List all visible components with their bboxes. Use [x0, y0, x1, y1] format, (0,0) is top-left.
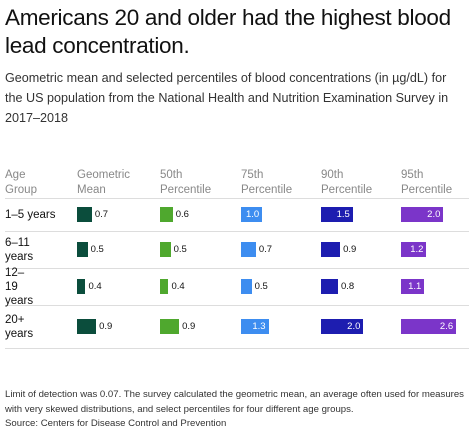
bar	[241, 207, 263, 222]
value-label: 0.5	[173, 244, 187, 255]
value-label: 0.4	[171, 281, 185, 292]
row-label: 20+ years	[5, 313, 34, 340]
value-label: 0.4	[88, 281, 102, 292]
value-label: 1.3	[252, 321, 266, 332]
bar	[160, 207, 173, 222]
value-label: 0.9	[182, 321, 196, 332]
column-header: 95th Percentile	[401, 169, 453, 196]
bar	[401, 319, 457, 334]
value-label: 0.9	[343, 244, 357, 255]
column-header: 50th Percentile	[160, 169, 212, 196]
bar	[77, 279, 86, 294]
row-separator	[5, 348, 469, 349]
title: Americans 20 and older had the highest b…	[5, 5, 451, 58]
value-label: 1.2	[410, 244, 424, 255]
value-label: 1.5	[336, 209, 350, 220]
bar	[321, 319, 364, 334]
value-label: 0.9	[99, 321, 113, 332]
bar	[241, 319, 269, 334]
value-label: 0.7	[258, 244, 273, 255]
value-label: 2.0	[427, 209, 441, 220]
row-separator	[5, 231, 469, 232]
bar	[401, 242, 427, 257]
value-label: 0.5	[254, 281, 268, 292]
bar	[401, 279, 425, 294]
bar	[160, 242, 171, 257]
subtitle: Geometric mean and selected percentiles …	[5, 71, 449, 125]
value-label: 0.8	[340, 281, 355, 292]
row-label: 6–11 years	[5, 236, 34, 263]
row-separator	[5, 305, 469, 306]
value-label: 2.6	[439, 321, 454, 332]
source: Source: Centers for Disease Control and …	[5, 418, 227, 429]
column-header: 90th Percentile	[321, 169, 373, 196]
row-header: Age Group	[5, 169, 37, 196]
value-label: 0.7	[94, 209, 109, 220]
bar	[321, 207, 353, 222]
value-label: 0.5	[90, 244, 104, 255]
value-label: 0.6	[175, 209, 189, 220]
row-label: 1–5 years	[5, 208, 56, 221]
row-label: 12–19 years	[5, 266, 34, 307]
bar	[160, 319, 180, 334]
row-separator	[5, 198, 469, 199]
bar	[321, 279, 338, 294]
footnote: Limit of detection was 0.07. The survey …	[5, 388, 471, 432]
bar	[77, 319, 97, 334]
value-label: 1.0	[245, 209, 260, 220]
bar	[77, 242, 88, 257]
bar	[321, 242, 341, 257]
bar	[241, 242, 256, 257]
bar	[401, 207, 444, 222]
bar	[160, 279, 169, 294]
note: Limit of detection was 0.07. The survey …	[5, 389, 464, 415]
bar	[77, 207, 92, 222]
column-header: 75th Percentile	[241, 169, 293, 196]
bar	[241, 279, 252, 294]
row-separator	[5, 268, 469, 269]
value-label: 2.0	[347, 321, 361, 332]
value-label: 1.1	[408, 281, 422, 292]
column-header: Geometric Mean	[77, 169, 131, 196]
